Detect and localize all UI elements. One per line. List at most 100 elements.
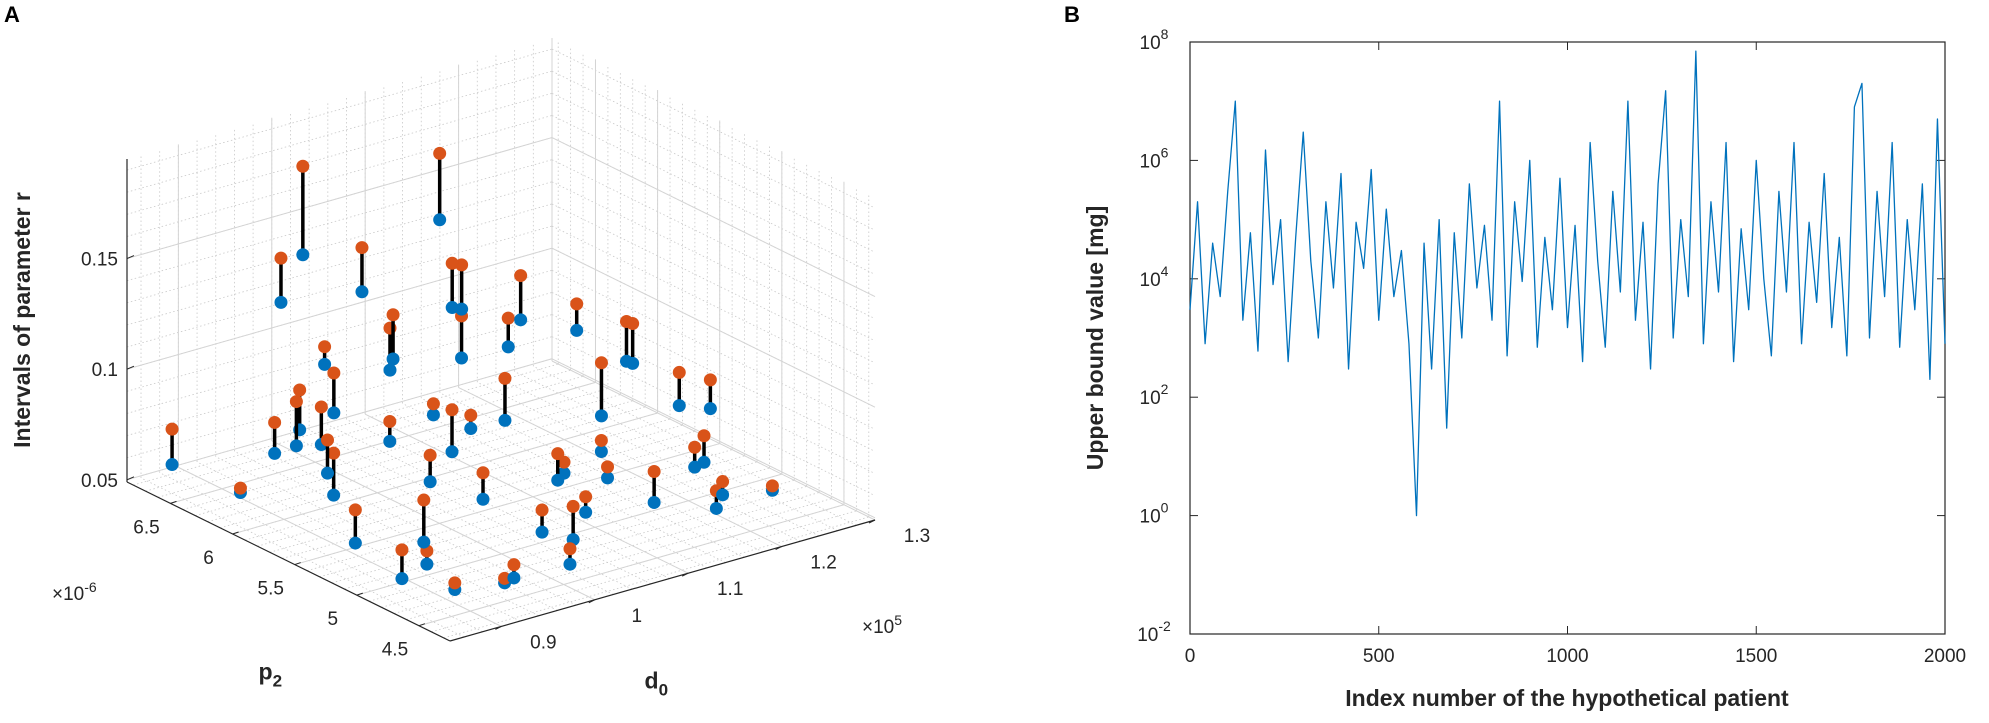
x-multiplier-base: ×10	[862, 617, 894, 638]
marker	[165, 422, 179, 436]
marker	[672, 365, 686, 379]
marker	[318, 340, 332, 354]
marker	[296, 248, 310, 262]
y-tick-label-base: 10	[1140, 33, 1161, 54]
marker	[395, 543, 409, 557]
grid-line	[364, 413, 689, 574]
grid-line	[551, 137, 876, 298]
minor-grid-line	[443, 516, 869, 639]
marker	[716, 488, 730, 502]
y-tick-label-exponent: 6	[1161, 144, 1169, 160]
marker	[445, 445, 459, 459]
minor-grid-line	[126, 159, 553, 282]
y-tick-label-exponent: 4	[1161, 263, 1169, 279]
marker	[395, 572, 409, 586]
y-tick-label: 106	[1140, 144, 1169, 172]
marker	[647, 495, 661, 509]
minor-grid-line	[282, 437, 708, 559]
marker	[423, 475, 437, 489]
grid-line	[271, 440, 596, 601]
marker	[566, 499, 580, 513]
plot-frame	[1189, 41, 1946, 635]
marker	[594, 433, 608, 447]
y-axis-title: Upper bound value [mg]	[1082, 206, 1108, 471]
tick-mark	[418, 623, 426, 627]
minor-grid-line	[126, 225, 553, 348]
x-tick-label: 1.1	[717, 579, 743, 600]
marker	[348, 503, 362, 517]
marker	[268, 446, 282, 460]
marker	[563, 542, 577, 556]
y-tick-label-base: 10	[1140, 151, 1161, 172]
marker	[501, 340, 515, 354]
minor-grid-line	[126, 269, 553, 392]
y-multiplier: ×10-6	[52, 579, 97, 605]
minor-grid-line	[551, 292, 876, 452]
z-axis-title: Intervals of parameter r	[9, 192, 35, 448]
x-axis-title: Index number of the hypothetical patient	[1345, 685, 1789, 711]
marker	[464, 422, 478, 436]
marker	[445, 256, 459, 270]
minor-grid-line	[215, 456, 539, 617]
marker	[579, 490, 593, 504]
data-line	[1189, 50, 1946, 517]
x-tick-label: 1000	[1546, 646, 1588, 667]
y-tick-label: 102	[1140, 381, 1169, 409]
minor-grid-line	[551, 269, 876, 430]
y-tick-label: 100	[1140, 500, 1169, 528]
marker	[765, 479, 779, 493]
minor-grid-line	[145, 369, 571, 492]
tick-mark	[126, 476, 135, 481]
marker	[709, 501, 723, 515]
marker	[274, 295, 288, 309]
marker	[426, 408, 440, 422]
panel-label: B	[1064, 2, 1080, 27]
marker	[383, 414, 397, 428]
x-axis-title: d0	[645, 668, 669, 700]
tick-mark	[356, 592, 363, 596]
minor-grid-line	[551, 181, 876, 342]
marker	[423, 448, 437, 462]
y-tick-label-exponent: 8	[1161, 26, 1169, 42]
x-tick-label: 2000	[1924, 646, 1966, 667]
minor-grid-line	[257, 424, 683, 547]
marker	[716, 475, 730, 489]
marker	[507, 571, 521, 585]
z-tick-label: 0.15	[81, 250, 118, 271]
minor-grid-line	[195, 394, 621, 517]
grid-line	[551, 360, 876, 521]
y-axis-title-exponent: 2	[273, 672, 282, 691]
axis-line	[126, 481, 451, 642]
minor-grid-line	[182, 388, 609, 510]
y-tick-label: 4.5	[382, 640, 408, 661]
marker	[601, 460, 615, 474]
minor-grid-line	[402, 403, 726, 563]
minor-grid-line	[551, 159, 876, 320]
marker	[476, 466, 490, 480]
marker	[165, 458, 179, 472]
minor-grid-line	[133, 363, 559, 486]
minor-grid-line	[439, 392, 764, 553]
x-multiplier: ×105	[862, 612, 902, 638]
marker	[476, 492, 490, 506]
minor-grid-line	[331, 461, 758, 584]
marker	[426, 397, 440, 411]
y-axis-title: p2	[259, 659, 283, 691]
minor-grid-line	[551, 115, 876, 275]
x-tick-label: 0	[1185, 646, 1196, 667]
minor-grid-line	[126, 70, 553, 193]
marker	[703, 373, 717, 387]
grid-line	[294, 443, 720, 566]
y-tick-label: 104	[1140, 263, 1169, 291]
minor-grid-line	[551, 203, 876, 364]
y-tick-label: 6	[203, 548, 214, 569]
minor-grid-line	[495, 376, 820, 537]
x-tick-label: 0.9	[530, 632, 556, 653]
marker	[417, 535, 431, 549]
marker	[448, 576, 462, 590]
x-axis-title-base: d	[645, 668, 659, 694]
minor-grid-line	[477, 381, 801, 542]
panel-label: A	[4, 2, 20, 27]
minor-grid-line	[383, 408, 708, 569]
marker	[594, 409, 608, 423]
